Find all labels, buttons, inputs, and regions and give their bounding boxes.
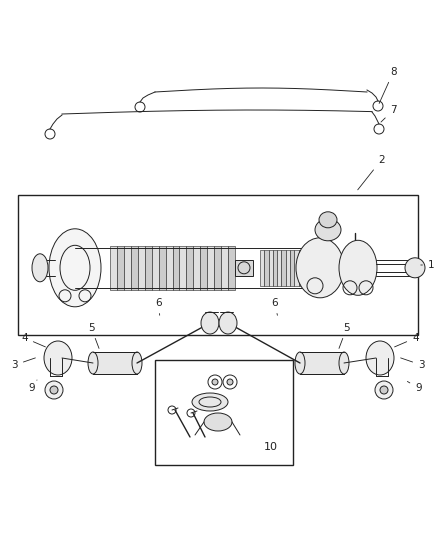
- Ellipse shape: [219, 312, 237, 334]
- Bar: [299, 250, 303, 286]
- Bar: [145, 246, 152, 290]
- Text: 9: 9: [28, 380, 37, 393]
- Bar: [207, 246, 214, 290]
- Ellipse shape: [315, 219, 341, 241]
- Ellipse shape: [319, 212, 337, 228]
- Text: 2: 2: [358, 155, 385, 190]
- Text: 5: 5: [88, 323, 99, 349]
- Bar: [273, 250, 277, 286]
- Text: 5: 5: [339, 323, 350, 349]
- Bar: [159, 246, 166, 290]
- Ellipse shape: [296, 238, 344, 298]
- Bar: [18, 195, 418, 335]
- Circle shape: [375, 381, 393, 399]
- Bar: [131, 246, 138, 290]
- Bar: [138, 246, 145, 290]
- Text: 10: 10: [264, 442, 278, 452]
- Bar: [260, 250, 264, 286]
- Bar: [155, 360, 293, 465]
- Text: 1: 1: [421, 260, 434, 270]
- Ellipse shape: [44, 341, 72, 375]
- Ellipse shape: [49, 229, 101, 307]
- Ellipse shape: [192, 393, 228, 411]
- Bar: [228, 246, 235, 290]
- Ellipse shape: [88, 352, 98, 374]
- Text: 7: 7: [381, 105, 397, 122]
- Circle shape: [212, 379, 218, 385]
- Bar: [173, 246, 180, 290]
- Ellipse shape: [366, 341, 394, 375]
- Ellipse shape: [201, 312, 219, 334]
- Text: 4: 4: [21, 333, 46, 347]
- Bar: [193, 246, 200, 290]
- Circle shape: [380, 386, 388, 394]
- Bar: [311, 250, 316, 286]
- Bar: [290, 250, 294, 286]
- Circle shape: [50, 386, 58, 394]
- Text: 3: 3: [11, 358, 35, 370]
- Text: 4: 4: [395, 333, 419, 347]
- Ellipse shape: [339, 352, 349, 374]
- Circle shape: [45, 381, 63, 399]
- Bar: [93, 352, 137, 374]
- Ellipse shape: [339, 240, 377, 295]
- Text: 6: 6: [272, 298, 278, 316]
- Bar: [277, 250, 282, 286]
- Ellipse shape: [32, 254, 48, 282]
- Bar: [152, 246, 159, 290]
- Text: 8: 8: [379, 67, 397, 103]
- Bar: [221, 246, 228, 290]
- Bar: [307, 250, 311, 286]
- Bar: [214, 246, 221, 290]
- Bar: [180, 246, 187, 290]
- Bar: [124, 246, 131, 290]
- Bar: [294, 250, 299, 286]
- Bar: [303, 250, 307, 286]
- Circle shape: [405, 258, 425, 278]
- Bar: [286, 250, 290, 286]
- Ellipse shape: [295, 352, 305, 374]
- Bar: [235, 260, 253, 276]
- Bar: [282, 250, 286, 286]
- Bar: [187, 246, 193, 290]
- Circle shape: [227, 379, 233, 385]
- Bar: [110, 246, 117, 290]
- Bar: [166, 246, 173, 290]
- Text: 3: 3: [401, 358, 424, 370]
- Ellipse shape: [204, 413, 232, 431]
- Bar: [316, 250, 320, 286]
- Bar: [200, 246, 207, 290]
- Ellipse shape: [132, 352, 142, 374]
- Bar: [117, 246, 124, 290]
- Bar: [264, 250, 268, 286]
- Bar: [268, 250, 273, 286]
- Text: 6: 6: [155, 298, 162, 315]
- Bar: [300, 352, 344, 374]
- Text: 9: 9: [407, 382, 422, 393]
